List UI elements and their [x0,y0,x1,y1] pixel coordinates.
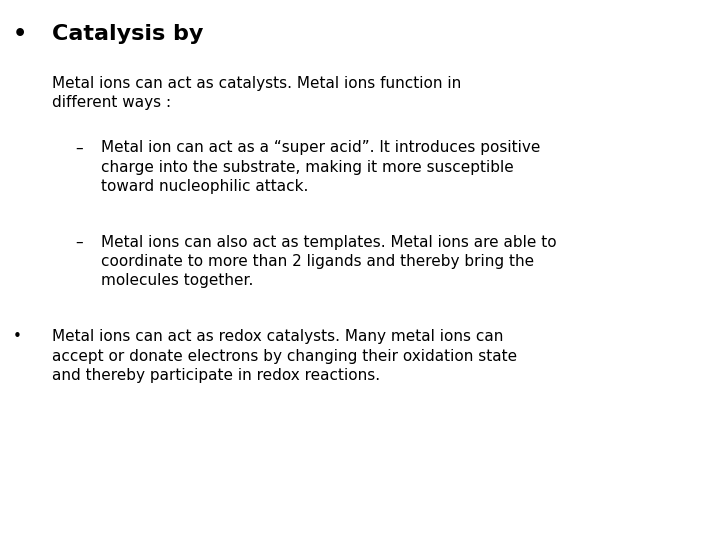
Text: Metal ions can act as redox catalysts. Many metal ions can
accept or donate elec: Metal ions can act as redox catalysts. M… [52,329,517,383]
Text: Catalysis by: Catalysis by [52,24,203,44]
Text: •: • [13,24,27,44]
Text: Metal ions can also act as templates. Metal ions are able to
coordinate to more : Metal ions can also act as templates. Me… [101,235,557,288]
Text: –: – [76,140,84,156]
Text: –: – [76,235,84,250]
Text: •: • [13,329,22,345]
Text: Metal ion can act as a “super acid”. It introduces positive
charge into the subs: Metal ion can act as a “super acid”. It … [101,140,540,194]
Text: Metal ions can act as catalysts. Metal ions function in
different ways :: Metal ions can act as catalysts. Metal i… [52,76,461,110]
